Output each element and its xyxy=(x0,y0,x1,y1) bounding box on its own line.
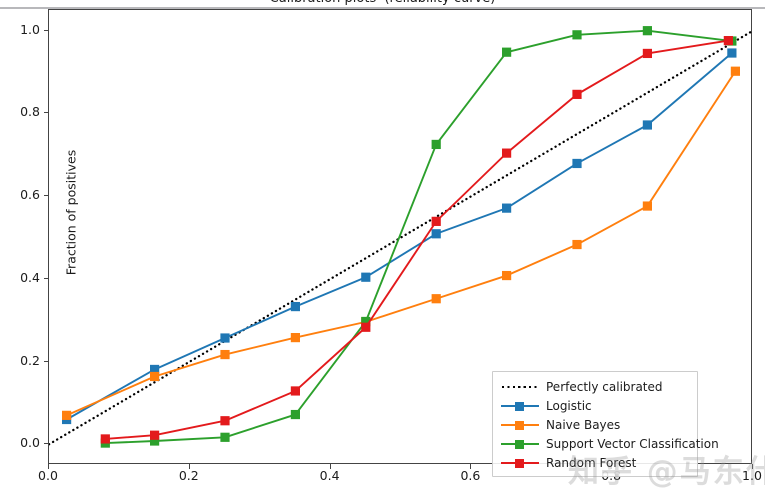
y-tick-label: 0.2 xyxy=(20,352,40,368)
x-tick-mark xyxy=(329,464,331,469)
data-point-marker xyxy=(431,139,441,150)
series-line xyxy=(105,39,729,440)
data-point-marker xyxy=(431,294,441,304)
data-point-marker xyxy=(727,48,737,58)
data-point-marker xyxy=(361,322,371,332)
data-point-marker xyxy=(572,239,582,250)
y-tick-label: 1.0 xyxy=(20,21,40,37)
legend-item: Perfectly calibrated xyxy=(501,377,689,396)
data-point-marker xyxy=(502,148,512,158)
y-tick-mark xyxy=(43,360,48,362)
legend-label: Random Forest xyxy=(546,455,637,470)
legend-swatch xyxy=(501,399,539,413)
data-point-marker xyxy=(723,36,733,46)
y-tick-mark xyxy=(43,443,48,445)
y-tick-label: 0.6 xyxy=(20,187,40,203)
data-point-marker xyxy=(361,316,371,327)
series-line xyxy=(66,52,733,421)
plot-series-canvas xyxy=(49,26,753,448)
x-tick-label: 0.2 xyxy=(178,468,199,483)
x-tick-mark xyxy=(188,464,190,469)
x-tick-label: 0.4 xyxy=(319,468,340,483)
page-divider xyxy=(0,7,765,9)
legend-marker xyxy=(515,459,524,469)
legend-label: Naive Bayes xyxy=(546,417,621,432)
legend-label: Logistic xyxy=(546,398,592,413)
x-tick-mark xyxy=(752,464,754,469)
data-point-marker xyxy=(290,386,300,396)
data-point-marker xyxy=(290,409,300,420)
data-point-marker xyxy=(220,349,230,360)
legend-item: Logistic xyxy=(501,396,689,415)
data-point-marker xyxy=(642,120,652,130)
data-point-marker xyxy=(642,26,652,36)
data-point-marker xyxy=(502,47,512,57)
y-tick-label: 0.4 xyxy=(20,269,40,285)
legend-swatch xyxy=(501,380,539,394)
x-tick-mark xyxy=(470,464,472,469)
legend-item: Random Forest xyxy=(501,453,689,472)
data-point-marker xyxy=(431,216,441,226)
data-point-marker xyxy=(220,416,230,426)
data-point-marker xyxy=(572,30,582,40)
data-point-marker xyxy=(572,89,582,99)
legend-marker xyxy=(515,440,524,450)
legend-item: Naive Bayes xyxy=(501,415,689,434)
series-random-forest xyxy=(100,36,733,444)
data-point-marker xyxy=(502,270,512,281)
series-naive-bayes xyxy=(62,66,740,420)
series-line xyxy=(105,29,732,445)
legend-swatch xyxy=(501,437,539,451)
y-tick-mark xyxy=(43,112,48,114)
data-point-marker xyxy=(431,229,441,239)
series-perfectly-calibrated xyxy=(49,29,753,446)
series-line xyxy=(66,70,737,417)
y-tick-label: 0.8 xyxy=(20,104,40,120)
data-point-marker xyxy=(502,203,512,213)
data-point-marker xyxy=(62,410,72,420)
legend-marker xyxy=(515,402,524,412)
legend: Perfectly calibrated Logistic Naive Bayes S… xyxy=(492,371,719,477)
data-point-marker xyxy=(642,201,652,211)
data-point-marker xyxy=(150,436,160,446)
y-tick-mark xyxy=(43,29,48,31)
data-point-marker xyxy=(290,333,300,343)
y-tick-label: 0.0 xyxy=(20,435,40,451)
data-point-marker xyxy=(642,48,652,59)
legend-marker xyxy=(515,421,524,431)
x-tick-label: 0.6 xyxy=(460,468,481,483)
data-point-marker xyxy=(150,371,160,382)
data-point-marker xyxy=(100,434,110,444)
x-tick-label: 1.0 xyxy=(742,468,762,483)
y-tick-mark xyxy=(43,195,48,197)
data-point-marker xyxy=(220,333,230,343)
y-tick-mark xyxy=(43,277,48,279)
x-tick-mark xyxy=(48,464,50,469)
data-point-marker xyxy=(361,272,371,282)
data-point-marker xyxy=(730,66,740,76)
x-tick-label: 0.0 xyxy=(38,468,58,483)
data-point-marker xyxy=(220,432,230,442)
data-point-marker xyxy=(150,364,160,375)
legend-label: Support Vector Classification xyxy=(546,436,719,451)
series-line xyxy=(49,29,753,446)
legend-dotted-line xyxy=(502,385,538,388)
legend-swatch xyxy=(501,418,539,432)
legend-swatch xyxy=(501,456,539,470)
legend-label: Perfectly calibrated xyxy=(546,379,663,394)
data-point-marker xyxy=(572,158,582,169)
data-point-marker xyxy=(290,301,300,312)
chart-title: Calibration plots (reliability curve) xyxy=(0,0,765,6)
legend-item: Support Vector Classification xyxy=(501,434,719,453)
data-point-marker xyxy=(150,430,160,440)
